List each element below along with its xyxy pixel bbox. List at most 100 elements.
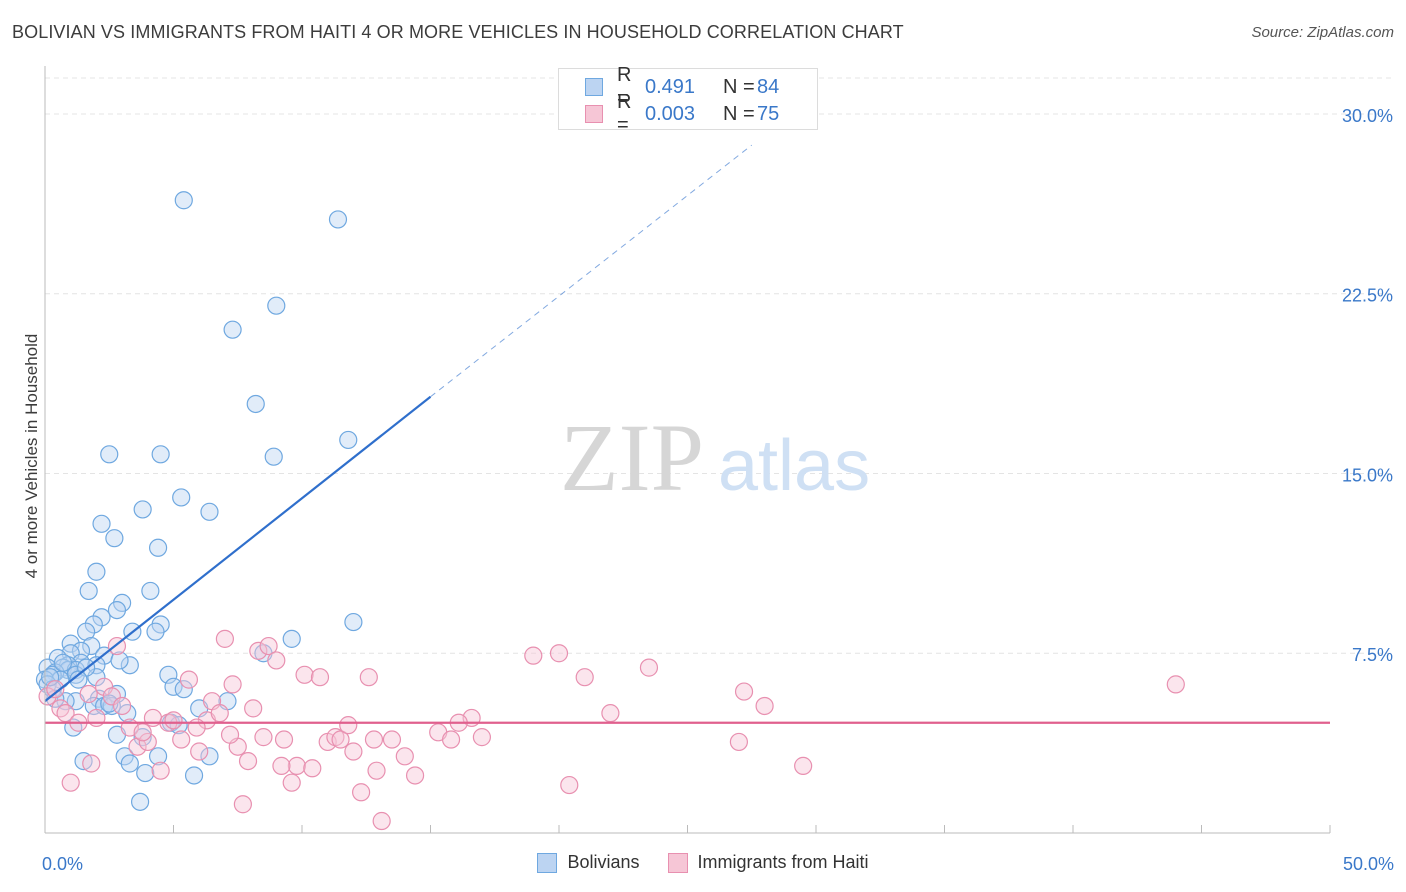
haiti-point <box>143 708 163 728</box>
bolivians-point <box>107 600 127 620</box>
haiti-point <box>601 704 620 723</box>
haiti-point <box>310 668 330 687</box>
bolivians-point <box>136 763 155 783</box>
n-label: N = <box>723 102 755 125</box>
bolivians-point <box>92 608 111 627</box>
bolivians-point <box>105 529 124 548</box>
haiti-point <box>272 756 291 775</box>
bolivians-point <box>151 445 170 464</box>
gridlines <box>45 77 1392 654</box>
bolivians-swatch <box>537 852 558 873</box>
x-tick-label: 0.0% <box>42 854 83 874</box>
haiti-point <box>95 677 114 696</box>
haiti-point <box>382 730 402 749</box>
bolivians-point <box>61 634 80 653</box>
bolivians-point <box>172 488 191 507</box>
haiti-point <box>267 651 286 670</box>
bolivians-point <box>328 210 348 229</box>
haiti-point <box>215 629 234 648</box>
haiti-point <box>274 730 294 749</box>
haiti-point <box>295 665 314 684</box>
haiti-point <box>359 668 378 687</box>
bolivians-point <box>133 500 152 519</box>
bolivians-point <box>79 581 98 601</box>
bolivians-point <box>92 514 111 533</box>
watermark-atlas: atlas <box>718 426 870 506</box>
bolivians-point <box>184 766 204 785</box>
haiti-point <box>303 759 322 778</box>
bolivians-point <box>102 696 121 716</box>
bolivians-point <box>110 651 129 670</box>
series-legend: Bolivians Immigrants from Haiti <box>0 852 1406 873</box>
chart-title: BOLIVIAN VS IMMIGRANTS FROM HAITI 4 OR M… <box>12 22 904 42</box>
haiti-point <box>755 696 774 716</box>
haiti-point <box>128 737 147 756</box>
haiti-point <box>549 644 569 663</box>
haiti-point <box>233 795 252 814</box>
x-tick-label: 50.0% <box>1343 854 1394 874</box>
haiti-point <box>282 773 301 792</box>
bolivians-point <box>82 636 101 656</box>
haiti-point <box>794 756 813 775</box>
watermark-zip: ZIP <box>560 404 704 511</box>
bolivians-point <box>223 320 242 339</box>
legend-item-haiti[interactable]: Immigrants from Haiti <box>667 852 869 873</box>
haiti-point <box>339 716 358 735</box>
haiti-point <box>1166 675 1185 694</box>
bolivians-trend-line <box>44 395 432 703</box>
bolivians-point <box>120 656 139 675</box>
haiti-point <box>187 718 206 737</box>
haiti-point <box>164 711 183 730</box>
bolivians-point <box>267 296 286 315</box>
bolivians-swatch <box>585 78 603 96</box>
stats-row-bolivians: R = 0.491 N = 84 <box>585 64 780 109</box>
bolivians-point <box>41 668 60 687</box>
haiti-point <box>172 730 191 749</box>
haiti-point <box>61 773 80 792</box>
n-value: 84 <box>757 75 780 98</box>
bolivians-point <box>146 622 165 641</box>
bolivians-point <box>282 629 301 648</box>
haiti-point <box>639 658 659 677</box>
bolivians-point <box>339 430 358 450</box>
n-value: 75 <box>757 102 780 125</box>
bolivians-point <box>87 562 106 581</box>
haiti-point <box>367 761 386 780</box>
y-tick-label: 30.0% <box>1342 106 1393 126</box>
haiti-point <box>441 730 461 749</box>
haiti-point <box>238 751 258 771</box>
haiti-point <box>734 682 754 701</box>
legend-item-bolivians[interactable]: Bolivians <box>537 852 640 873</box>
haiti-point <box>79 684 98 704</box>
haiti-point <box>352 783 371 802</box>
source-label: Source: ZipAtlas.com <box>1251 24 1394 41</box>
haiti-point <box>372 811 391 831</box>
r-value: 0.491 <box>645 75 696 98</box>
haiti-swatch <box>585 105 603 123</box>
haiti-point <box>190 742 209 761</box>
haiti-point <box>133 723 152 742</box>
legend-label-bolivians: Bolivians <box>567 852 640 872</box>
n-label: N = <box>723 75 755 98</box>
haiti-point <box>249 641 268 660</box>
bolivians-point <box>77 622 96 641</box>
bolivians-point <box>120 754 139 773</box>
haiti-point <box>244 699 263 718</box>
haiti-point <box>344 742 363 761</box>
y-tick-label: 15.0% <box>1342 465 1393 485</box>
stats-legend: R = 0.491 N = 84 R = 0.003 N = 75 <box>558 64 818 136</box>
haiti-point <box>331 730 350 749</box>
bolivians-point <box>69 670 88 689</box>
r-label: R = <box>617 64 632 109</box>
y-tick-label: 22.5% <box>1342 286 1393 306</box>
haiti-point <box>472 728 491 747</box>
haiti-point <box>87 708 106 728</box>
haiti-point <box>405 766 425 785</box>
bolivians-point <box>53 653 73 672</box>
bolivians-trend-extension <box>430 144 753 398</box>
bolivians-point <box>141 581 160 601</box>
r-value: 0.003 <box>645 102 696 125</box>
bolivians-point <box>84 696 103 716</box>
haiti-point <box>223 675 242 694</box>
haiti-point <box>210 704 229 723</box>
